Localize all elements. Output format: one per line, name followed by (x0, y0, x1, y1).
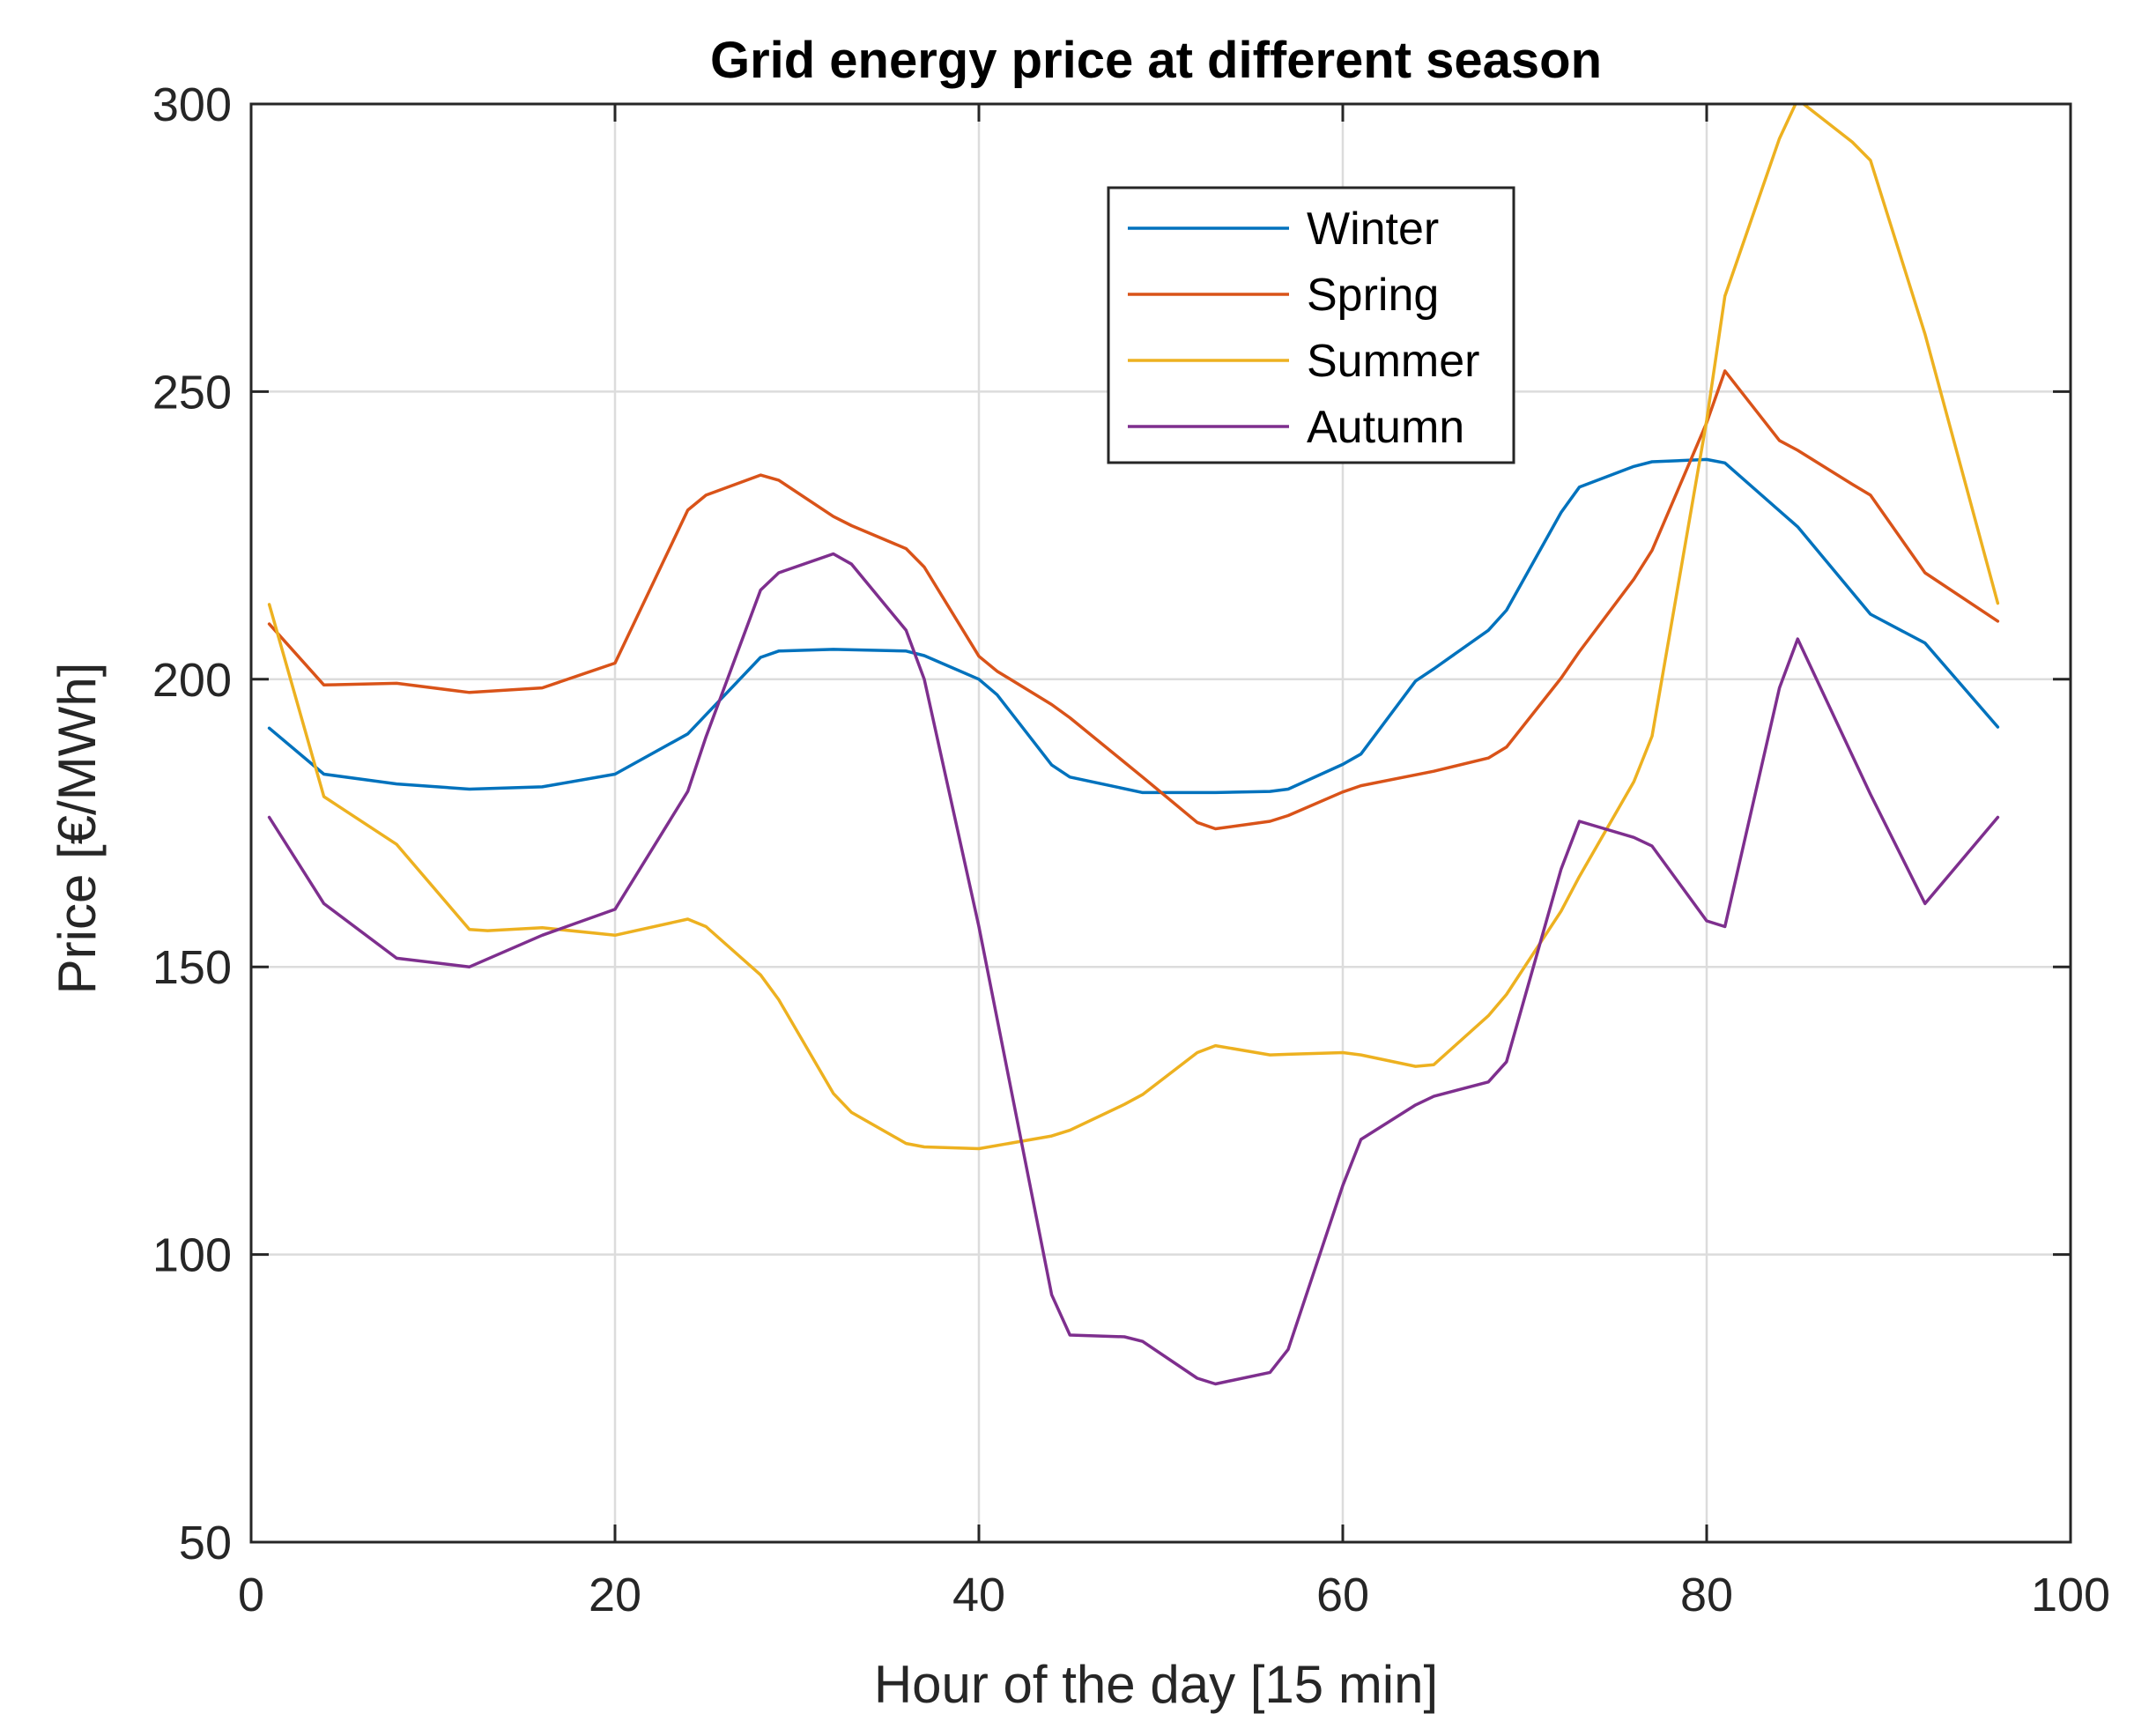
x-tick-label: 80 (1680, 1569, 1733, 1621)
series-line-spring (267, 369, 2000, 831)
x-axis-label: Hour of the day [15 min] (874, 1655, 1438, 1714)
y-tick-label: 250 (152, 366, 232, 419)
legend-label-spring: Spring (1307, 270, 1439, 321)
series-layer (267, 104, 2000, 1386)
chart-title: Grid energy price at different season (710, 32, 1602, 89)
y-tick-label: 50 (179, 1517, 232, 1569)
x-tick-label: 20 (589, 1569, 641, 1621)
x-tick-label: 100 (2031, 1569, 2110, 1621)
legend-label-autumn: Autumn (1307, 402, 1464, 453)
series-line-autumn (267, 552, 2000, 1386)
legend: Winter Spring Summer Autumn (1107, 186, 1515, 464)
y-tick-label: 150 (152, 941, 232, 994)
legend-label-winter: Winter (1307, 204, 1439, 255)
series-line-summer (267, 104, 2000, 1151)
y-axis-label: Price [€/MWh] (48, 663, 107, 995)
x-tick-label: 0 (238, 1569, 264, 1621)
legend-label-summer: Summer (1307, 336, 1479, 387)
plot-area-frame (249, 102, 2072, 1544)
legend-box (1107, 186, 1515, 464)
series-line-winter (267, 457, 2000, 795)
y-tick-label: 300 (152, 78, 232, 131)
y-tick-label: 200 (152, 654, 232, 707)
tick-layer: 0 20 40 60 80 100 50 100 150 200 250 300 (152, 78, 2110, 1621)
y-tick-label: 100 (152, 1229, 232, 1282)
x-tick-label: 60 (1316, 1569, 1369, 1621)
x-tick-label: 40 (952, 1569, 1005, 1621)
